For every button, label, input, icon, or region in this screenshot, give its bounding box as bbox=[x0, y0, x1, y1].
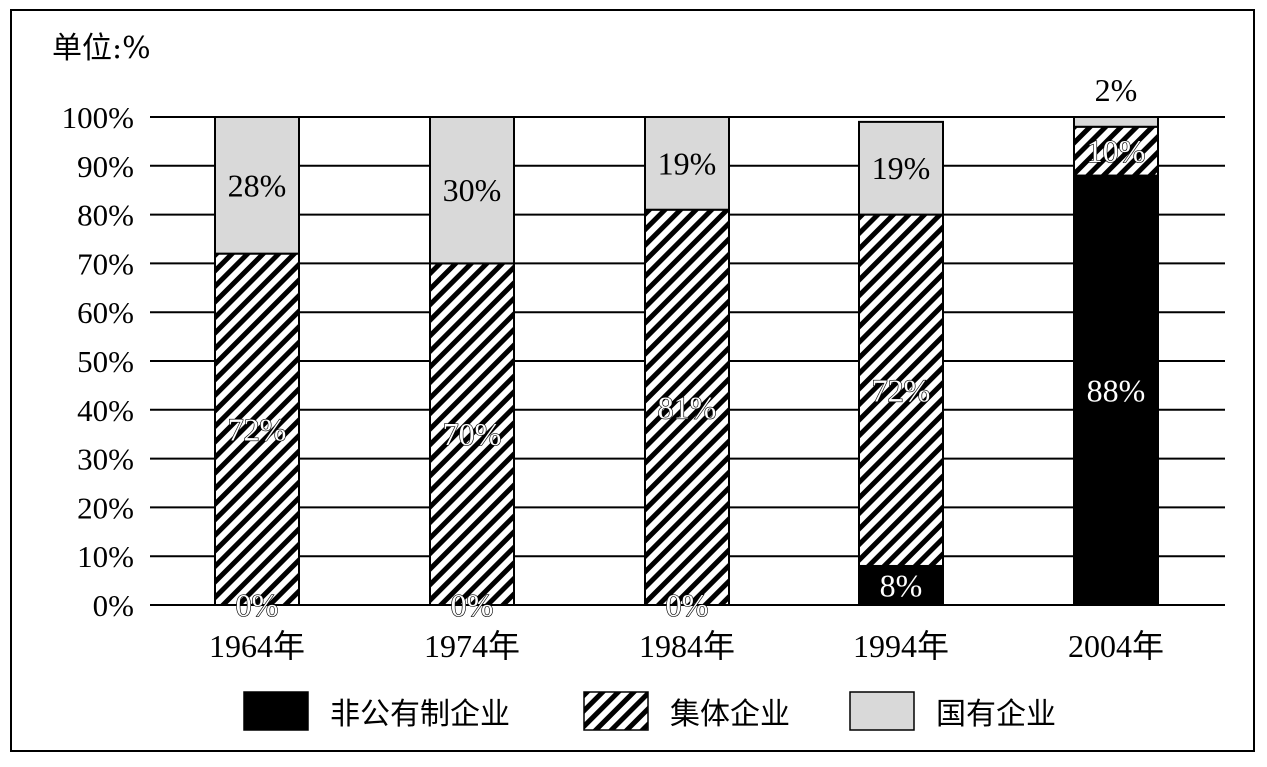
bar-segment bbox=[429, 116, 515, 265]
x-tick-label: 1964年 bbox=[209, 628, 305, 664]
data-label: 0% bbox=[451, 587, 494, 623]
y-tick-label: 20% bbox=[77, 490, 134, 525]
y-tick-label: 60% bbox=[77, 295, 134, 330]
bar-segment bbox=[1073, 125, 1159, 177]
x-tick-label: 1984年 bbox=[639, 628, 735, 664]
data-label: 72% bbox=[872, 372, 931, 408]
y-tick-label: 90% bbox=[77, 149, 134, 184]
y-tick-label: 70% bbox=[77, 246, 134, 281]
bar-segment bbox=[858, 120, 944, 216]
y-tick-label: 80% bbox=[77, 198, 134, 233]
data-label: 30% bbox=[443, 172, 502, 208]
y-tick-label: 30% bbox=[77, 442, 134, 477]
bar-segment bbox=[214, 252, 300, 606]
data-label: 19% bbox=[872, 150, 931, 186]
bar-segment bbox=[1073, 116, 1159, 128]
y-tick-label: 100% bbox=[62, 100, 134, 135]
data-label: 10% bbox=[1087, 133, 1146, 169]
y-tick-label: 0% bbox=[93, 588, 134, 623]
x-tick-label: 2004年 bbox=[1068, 628, 1164, 664]
data-label: 81% bbox=[658, 389, 717, 425]
data-label: 0% bbox=[236, 587, 279, 623]
legend-label: 集体企业 bbox=[670, 697, 790, 732]
data-label: 2% bbox=[1095, 72, 1138, 108]
y-tick-label: 10% bbox=[77, 539, 134, 574]
data-label: 72% bbox=[228, 411, 287, 447]
legend-swatch bbox=[849, 691, 915, 731]
unit-label: 单位:% bbox=[52, 31, 151, 66]
bar-segment bbox=[858, 213, 944, 567]
data-label: 28% bbox=[228, 167, 287, 203]
data-label: 8% bbox=[880, 567, 923, 603]
legend-label: 非公有制企业 bbox=[330, 697, 510, 732]
bar-segment bbox=[1073, 174, 1159, 606]
data-label: 19% bbox=[658, 145, 717, 181]
data-label: 0% bbox=[666, 587, 709, 623]
legend-swatch bbox=[583, 691, 649, 731]
y-tick-label: 40% bbox=[77, 393, 134, 428]
data-label: 70% bbox=[443, 416, 502, 452]
bar-segment bbox=[214, 116, 300, 255]
legend-swatch bbox=[243, 691, 309, 731]
x-tick-label: 1994年 bbox=[853, 628, 949, 664]
y-tick-label: 50% bbox=[77, 344, 134, 379]
data-label: 88% bbox=[1087, 372, 1146, 408]
legend-label: 国有企业 bbox=[936, 697, 1056, 732]
x-tick-label: 1974年 bbox=[424, 628, 520, 664]
bar-segment bbox=[644, 116, 730, 211]
bar-segment bbox=[429, 262, 515, 606]
